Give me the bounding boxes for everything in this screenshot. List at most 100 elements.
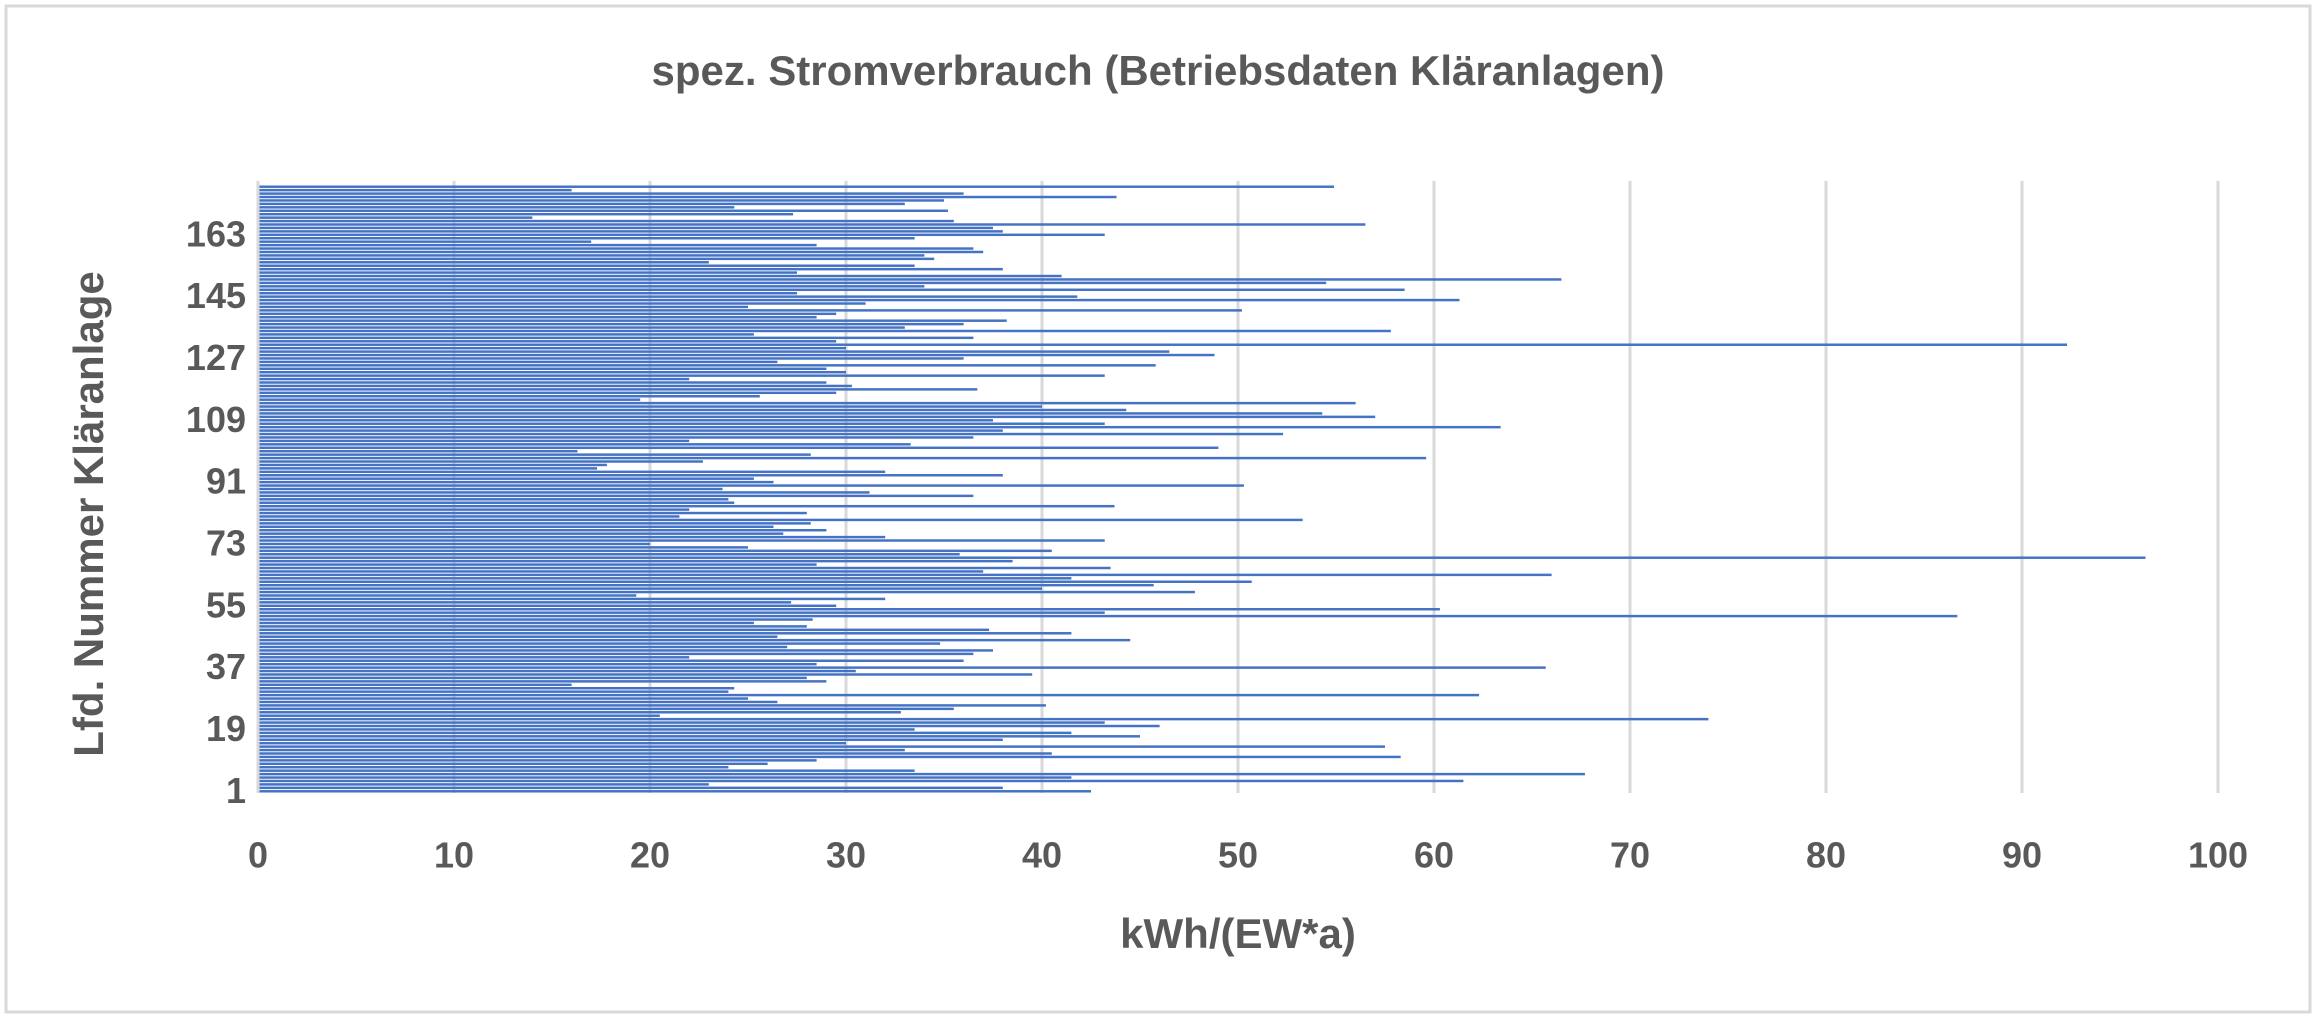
bar bbox=[258, 741, 846, 745]
bar bbox=[258, 508, 690, 511]
bar bbox=[258, 707, 954, 711]
bar bbox=[258, 357, 964, 360]
bar bbox=[258, 721, 1105, 724]
bar bbox=[258, 336, 974, 340]
bar bbox=[258, 188, 572, 192]
bar bbox=[258, 731, 1072, 735]
bar bbox=[258, 745, 1385, 748]
bar bbox=[258, 724, 1160, 728]
bar bbox=[258, 439, 690, 443]
bar bbox=[258, 614, 1958, 618]
bar bbox=[258, 470, 886, 474]
bar bbox=[258, 206, 735, 209]
bar bbox=[258, 597, 886, 601]
bar bbox=[258, 278, 1562, 281]
y-tick-label: 19 bbox=[206, 708, 246, 749]
bar bbox=[258, 219, 954, 223]
bar bbox=[258, 542, 650, 546]
y-tick-label: 127 bbox=[186, 337, 246, 378]
bar bbox=[258, 391, 837, 395]
bar bbox=[258, 267, 1003, 271]
bar bbox=[258, 346, 846, 350]
bar bbox=[258, 343, 2068, 346]
bar bbox=[258, 405, 1042, 408]
bar bbox=[258, 580, 1252, 583]
bar bbox=[258, 360, 778, 364]
bar bbox=[258, 285, 925, 288]
bar bbox=[258, 573, 1552, 577]
bar bbox=[258, 305, 748, 309]
bar bbox=[258, 635, 778, 638]
x-tick-label: 70 bbox=[1610, 835, 1650, 876]
bar bbox=[258, 652, 974, 656]
bar bbox=[258, 449, 578, 453]
y-tick-label: 91 bbox=[206, 461, 246, 502]
bar bbox=[258, 223, 1366, 226]
bar bbox=[258, 185, 1335, 188]
bar bbox=[258, 621, 754, 625]
bar bbox=[258, 243, 817, 247]
x-tick-label: 60 bbox=[1414, 835, 1454, 876]
bar bbox=[258, 192, 964, 195]
bar bbox=[258, 666, 1546, 669]
bar bbox=[258, 525, 774, 529]
bar bbox=[258, 494, 974, 498]
bar bbox=[258, 384, 852, 388]
x-tick-label: 100 bbox=[2188, 835, 2248, 876]
bar bbox=[258, 247, 974, 250]
bar bbox=[258, 515, 680, 518]
bar bbox=[258, 511, 807, 515]
bar bbox=[258, 673, 1033, 676]
bar bbox=[258, 748, 905, 752]
bar bbox=[258, 257, 935, 261]
bar bbox=[258, 587, 1042, 590]
bar bbox=[258, 618, 813, 621]
bar bbox=[258, 381, 827, 384]
bar bbox=[258, 590, 1195, 594]
bar bbox=[258, 480, 774, 484]
bar bbox=[258, 216, 533, 219]
bar bbox=[258, 779, 1464, 783]
bar bbox=[258, 549, 1052, 553]
bar bbox=[258, 254, 925, 257]
y-tick-label: 1 bbox=[226, 770, 246, 811]
bar bbox=[258, 601, 792, 604]
bar bbox=[258, 728, 915, 731]
bar bbox=[258, 264, 915, 267]
bar bbox=[258, 446, 1219, 450]
bar bbox=[258, 769, 915, 772]
bar bbox=[258, 484, 1244, 487]
bar bbox=[258, 717, 1709, 721]
bar bbox=[258, 755, 1401, 759]
bar bbox=[258, 261, 709, 264]
bar bbox=[258, 577, 1072, 580]
bar bbox=[258, 374, 1105, 377]
bar bbox=[258, 676, 807, 680]
bar bbox=[258, 367, 827, 371]
bar bbox=[258, 487, 723, 491]
x-tick-label: 50 bbox=[1218, 835, 1258, 876]
bar bbox=[258, 690, 729, 693]
bar bbox=[258, 350, 1170, 353]
bar bbox=[258, 501, 735, 504]
bar bbox=[258, 309, 1242, 312]
bar bbox=[258, 491, 870, 494]
bar bbox=[258, 693, 1480, 697]
bar bbox=[258, 656, 690, 659]
bar bbox=[258, 528, 827, 532]
bar bbox=[258, 274, 1062, 278]
bar bbox=[258, 377, 690, 381]
bar bbox=[258, 443, 911, 446]
bar bbox=[258, 518, 1303, 522]
bar bbox=[258, 504, 1115, 508]
y-tick-label: 163 bbox=[186, 213, 246, 254]
bar bbox=[258, 329, 1391, 333]
x-tick-label: 30 bbox=[826, 835, 866, 876]
bar bbox=[258, 436, 974, 439]
x-tick-label: 90 bbox=[2002, 835, 2042, 876]
x-tick-label: 10 bbox=[434, 835, 474, 876]
bar bbox=[258, 209, 948, 212]
bar bbox=[258, 649, 993, 652]
bar bbox=[258, 790, 1091, 793]
bar bbox=[258, 463, 607, 467]
